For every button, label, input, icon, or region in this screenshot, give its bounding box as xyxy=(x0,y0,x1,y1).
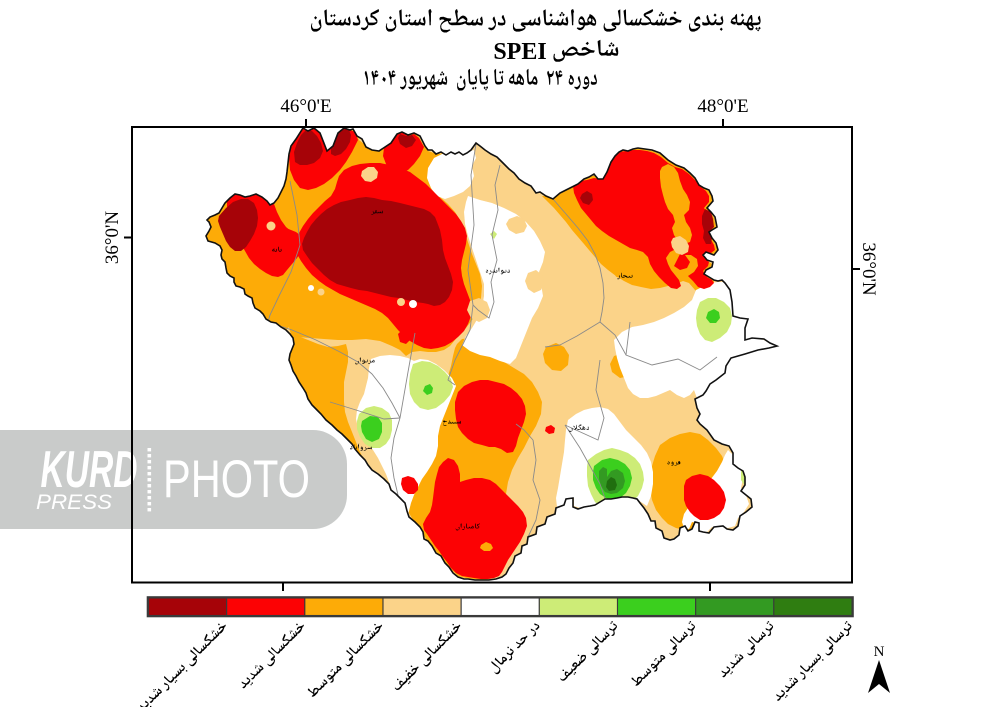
svg-text:SPEI: SPEI xyxy=(493,39,546,65)
svg-text:KURD: KURD xyxy=(41,441,138,499)
svg-text:36°0'N: 36°0'N xyxy=(102,211,123,265)
svg-text:46°0'E: 46°0'E xyxy=(280,96,331,117)
svg-text:36°0'N: 36°0'N xyxy=(858,242,879,296)
svg-text:PHOTO: PHOTO xyxy=(163,450,310,509)
svg-text:48°0'E: 48°0'E xyxy=(697,96,748,117)
svg-text:PRESS: PRESS xyxy=(36,491,112,514)
svg-text:N: N xyxy=(874,644,885,660)
